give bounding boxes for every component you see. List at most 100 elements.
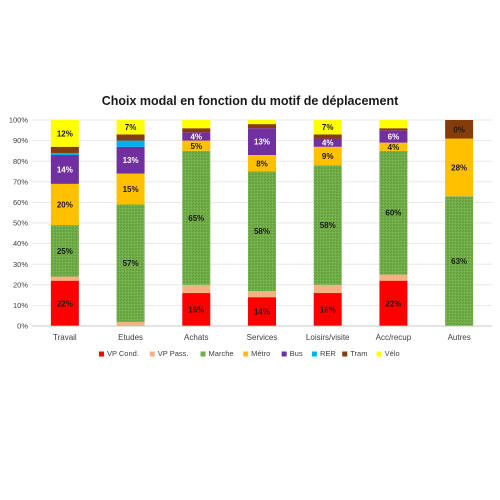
- y-tick-label: 0%: [17, 322, 28, 331]
- data-label: 16%: [320, 306, 336, 315]
- bar-segment: [50, 280, 79, 326]
- data-label: 14%: [57, 165, 73, 174]
- data-label: 20%: [57, 200, 73, 209]
- legend-swatch: [149, 351, 155, 357]
- legend-swatch: [342, 351, 348, 357]
- bar-segment: [313, 165, 342, 285]
- y-tick-label: 70%: [13, 177, 28, 186]
- bar-segment: [50, 183, 79, 226]
- data-label: 58%: [320, 221, 336, 230]
- y-tick-label: 20%: [13, 280, 28, 289]
- data-label: 28%: [451, 163, 467, 172]
- bar-segment: [313, 284, 342, 294]
- bar-segment: [116, 146, 145, 174]
- data-label: 7%: [322, 123, 334, 132]
- data-label: 58%: [254, 227, 270, 236]
- bar-segment: [182, 140, 211, 151]
- data-label: 63%: [451, 257, 467, 266]
- bar-segment: [313, 134, 342, 139]
- bar-segment: [182, 293, 211, 326]
- y-tick-label: 10%: [13, 301, 28, 310]
- data-label: 4%: [322, 139, 334, 148]
- bar-segment: [379, 142, 408, 151]
- data-label: 16%: [188, 306, 204, 315]
- y-tick-label: 50%: [13, 219, 28, 228]
- bar-segment: [379, 120, 408, 129]
- legend-label: Marche: [209, 349, 234, 358]
- bar-segment: [116, 134, 145, 141]
- bar-segment: [248, 120, 276, 125]
- bars: 22% 25% 20% 14% 12% 57% 15% 13% 7% 16% 65% 5% 4% 14% 5…: [50, 120, 474, 326]
- legend-label: VP Pass.: [158, 349, 189, 358]
- legend-swatch: [376, 351, 382, 357]
- bar-segment: [116, 140, 145, 147]
- legend-swatch: [200, 351, 206, 357]
- data-label: 22%: [57, 299, 73, 308]
- bar-segment: [116, 204, 145, 322]
- bar-segment: [182, 128, 211, 133]
- bar-segment: [182, 284, 211, 294]
- y-tick-label: 80%: [13, 157, 28, 166]
- bar-segment: [313, 138, 342, 147]
- legend: VP Cond. VP Pass. Marche Métro Bus RER Tram Vél…: [98, 349, 400, 358]
- data-label: 12%: [57, 129, 73, 138]
- category-label: Autres: [448, 333, 471, 342]
- legend-label: Bus: [290, 349, 303, 358]
- category-label: Services: [247, 333, 278, 342]
- data-label: 7%: [125, 123, 137, 132]
- bar-segment: [182, 150, 211, 285]
- data-label: 9%: [322, 152, 334, 161]
- bar-segment: [182, 120, 211, 129]
- bar-segment: [116, 173, 145, 205]
- bar-segment: [445, 138, 474, 197]
- x-axis: Travail Etudes Achats Services Loisirs/visit…: [32, 325, 492, 342]
- data-label: 65%: [188, 214, 204, 223]
- data-label: 60%: [385, 209, 401, 218]
- data-label: 0%: [453, 125, 465, 134]
- bar-segment: [313, 120, 342, 135]
- bar-segment: [313, 146, 342, 166]
- bar-segment: [50, 146, 79, 153]
- category-label: Acc/recup: [376, 333, 412, 342]
- data-label: 13%: [254, 138, 270, 147]
- data-label: 14%: [254, 308, 270, 317]
- legend-swatch: [243, 351, 249, 357]
- bar-segment: [248, 124, 276, 129]
- legend-swatch: [311, 351, 317, 357]
- legend-label: VP Cond.: [107, 349, 139, 358]
- bar-segment: [445, 196, 474, 326]
- bar-segment: [313, 293, 342, 326]
- data-label: 5%: [191, 142, 203, 151]
- bar-segment: [248, 128, 276, 156]
- legend-label: RER: [320, 349, 336, 358]
- legend-label: Tram: [350, 349, 367, 358]
- data-label: 57%: [123, 259, 139, 268]
- bar-segment: [379, 280, 408, 326]
- y-tick-label: 90%: [13, 136, 28, 145]
- bar-segment: [248, 171, 276, 291]
- data-label: 15%: [123, 185, 139, 194]
- y-tick-label: 30%: [13, 260, 28, 269]
- legend-swatch: [281, 351, 287, 357]
- bar-segment: [116, 120, 145, 135]
- category-label: Achats: [184, 333, 208, 342]
- bar-segment: [50, 152, 79, 156]
- bar-segment: [379, 274, 408, 281]
- bar-segment: [248, 290, 276, 298]
- bar-segment: [50, 276, 79, 281]
- bar-segment: [248, 297, 276, 326]
- y-axis: 0% 10% 20% 30% 40% 50% 60% 70% 80% 90% 100%: [9, 116, 29, 331]
- data-label: 25%: [57, 247, 73, 256]
- category-label: Etudes: [118, 333, 143, 342]
- bar-segment: [248, 155, 276, 172]
- bar-segment: [379, 130, 408, 143]
- bar-segment: [116, 321, 145, 326]
- y-tick-label: 100%: [9, 116, 29, 125]
- y-tick-label: 60%: [13, 198, 28, 207]
- bar-segment: [379, 128, 408, 131]
- legend-label: Métro: [251, 349, 270, 358]
- data-label: 4%: [388, 143, 400, 152]
- bar-segment: [50, 155, 79, 184]
- legend-label: Vélo: [385, 349, 400, 358]
